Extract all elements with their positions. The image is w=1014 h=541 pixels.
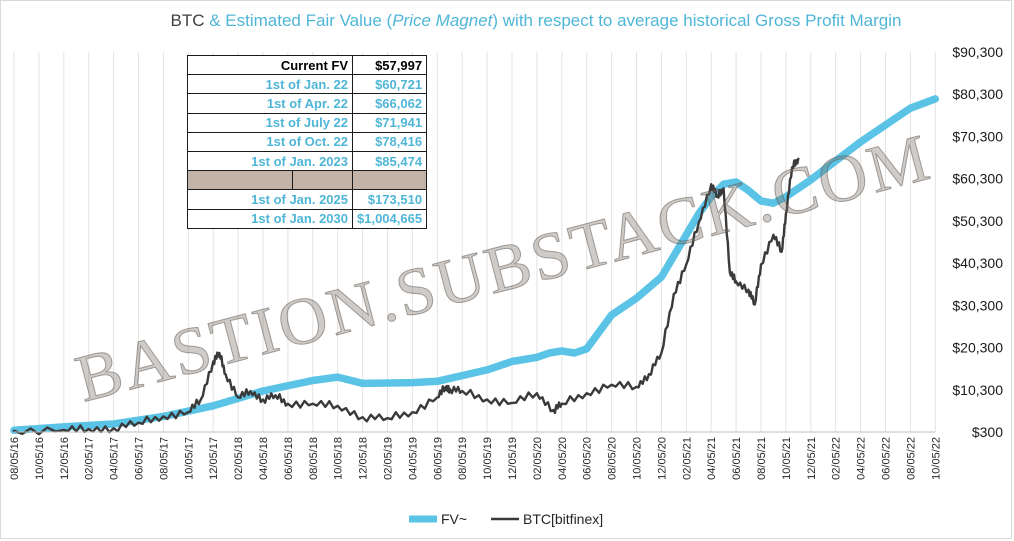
y-tick-label: $60,300 <box>952 171 1003 187</box>
table-label-cell: 1st of Jan. 2030 <box>187 208 353 229</box>
x-tick-label: 02/05/19 <box>383 437 395 480</box>
x-tick-label: 06/05/20 <box>582 437 594 480</box>
table-row: 1st of Oct. 22 $78,416 <box>187 131 428 152</box>
x-tick-label: 04/05/17 <box>109 437 121 480</box>
table-value-cell: $173,510 <box>351 189 428 210</box>
y-tick-label: $90,300 <box>952 44 1003 60</box>
y-tick-label: $300 <box>972 424 1003 440</box>
table-row: 1st of Jan. 2023 $85,474 <box>187 150 428 172</box>
table-label-cell: 1st of Apr. 22 <box>187 93 353 114</box>
y-tick-label: $30,300 <box>952 297 1003 313</box>
x-tick-label: 06/05/18 <box>283 437 295 480</box>
table-value-cell: $85,474 <box>351 150 428 172</box>
x-tick-label: 02/05/21 <box>681 437 693 480</box>
legend-label-fv: FV~ <box>441 511 467 527</box>
chart-title-part1: & Estimated Fair Value ( <box>209 11 392 30</box>
x-tick-label: 06/05/21 <box>731 437 743 480</box>
x-tick-label: 10/05/17 <box>183 437 195 480</box>
x-tick-label: 04/05/19 <box>407 437 419 480</box>
table-row: 1st of Apr. 22 $66,062 <box>187 93 428 114</box>
x-tick-label: 08/05/17 <box>158 437 170 480</box>
x-tick-label: 06/05/22 <box>881 437 893 480</box>
x-axis: 08/05/16 10/05/16 12/05/16 02/05/17 04/05/17… <box>9 437 942 480</box>
chart-title-prefix: BTC <box>171 11 210 30</box>
x-tick-label: 12/05/21 <box>806 437 818 480</box>
x-tick-label: 12/05/18 <box>358 437 370 480</box>
x-tick-label: 10/05/20 <box>632 437 644 480</box>
table-label-cell: 1st of Jan. 2025 <box>187 189 353 210</box>
x-tick-label: 02/05/17 <box>84 437 96 480</box>
x-tick-label: 08/05/18 <box>308 437 320 480</box>
table-value-cell <box>351 170 428 191</box>
fair-value-table: Current FV $57,997 1st of Jan. 22 $60,721 1s… <box>187 54 428 229</box>
x-tick-label: 10/05/21 <box>781 437 793 480</box>
table-label-cell: 1st of Jan. 2023 <box>187 150 353 172</box>
x-tick-label: 02/05/22 <box>831 437 843 480</box>
table-label-cell: Current FV <box>187 54 353 76</box>
x-tick-label: 08/05/20 <box>607 437 619 480</box>
chart-title-italic: Price Magnet <box>392 11 493 30</box>
table-row: 1st of July 22 $71,941 <box>187 112 428 133</box>
x-tick-label: 10/05/18 <box>333 437 345 480</box>
table-label-cell: 1st of Oct. 22 <box>187 131 353 152</box>
x-tick-label: 08/05/22 <box>905 437 917 480</box>
x-tick-label: 04/05/22 <box>856 437 868 480</box>
table-separator-row <box>187 170 428 191</box>
table-value-cell: $57,997 <box>351 54 428 76</box>
x-tick-label: 10/05/19 <box>482 437 494 480</box>
table-row: 1st of Jan. 2025 $173,510 <box>187 189 428 210</box>
chart-title-part2: ) with respect to average historical Gro… <box>492 11 901 30</box>
table-value-cell: $71,941 <box>351 112 428 133</box>
x-tick-label: 04/05/20 <box>557 437 569 480</box>
table-row: 1st of Jan. 2030 $1,004,665 <box>187 208 428 229</box>
x-tick-label: 08/05/19 <box>457 437 469 480</box>
x-tick-label: 12/05/17 <box>208 437 220 480</box>
x-tick-label: 10/05/22 <box>930 437 942 480</box>
y-tick-label: $50,300 <box>952 213 1003 229</box>
table-value-cell: $60,721 <box>351 74 428 95</box>
y-axis: $300 $10,300 $20,300 $30,300 $40,300 $50,300 $… <box>952 44 1003 440</box>
series-line-fv <box>10 95 940 435</box>
y-tick-label: $80,300 <box>952 86 1003 102</box>
x-tick-label: 06/05/17 <box>134 437 146 480</box>
x-tick-label: 06/05/19 <box>432 437 444 480</box>
table-row: Current FV $57,997 <box>187 54 428 76</box>
x-tick-label: 02/05/20 <box>532 437 544 480</box>
x-tick-label: 04/05/18 <box>258 437 270 480</box>
table-row: 1st of Jan. 22 $60,721 <box>187 74 428 95</box>
y-tick-label: $70,300 <box>952 128 1003 144</box>
series-line-btc <box>12 157 800 436</box>
x-tick-label: 08/05/21 <box>756 437 768 480</box>
series-layer <box>10 95 940 436</box>
y-tick-label: $40,300 <box>952 255 1003 271</box>
table-value-cell: $66,062 <box>351 93 428 114</box>
table-label-cell: 1st of Jan. 22 <box>187 74 353 95</box>
table-label-cell: 1st of July 22 <box>187 112 353 133</box>
legend-label-btc: BTC[bitfinex] <box>523 511 603 527</box>
x-tick-label: 12/05/20 <box>656 437 668 480</box>
chart-title: BTC & Estimated Fair Value (Price Magnet… <box>171 11 902 30</box>
x-tick-label: 02/05/18 <box>233 437 245 480</box>
y-tick-label: $10,300 <box>952 382 1003 398</box>
table-value-cell: $78,416 <box>351 131 428 152</box>
x-tick-label: 12/05/16 <box>59 437 71 480</box>
legend: FV~ BTC[bitfinex] <box>409 511 603 527</box>
y-tick-label: $20,300 <box>952 340 1003 356</box>
x-tick-label: 04/05/21 <box>706 437 718 480</box>
table-value-cell: $1,004,665 <box>351 208 428 229</box>
x-tick-label: 10/05/16 <box>34 437 46 480</box>
x-tick-label: 12/05/19 <box>507 437 519 480</box>
x-tick-label: 08/05/16 <box>9 437 21 480</box>
table-label-cell <box>187 170 353 191</box>
